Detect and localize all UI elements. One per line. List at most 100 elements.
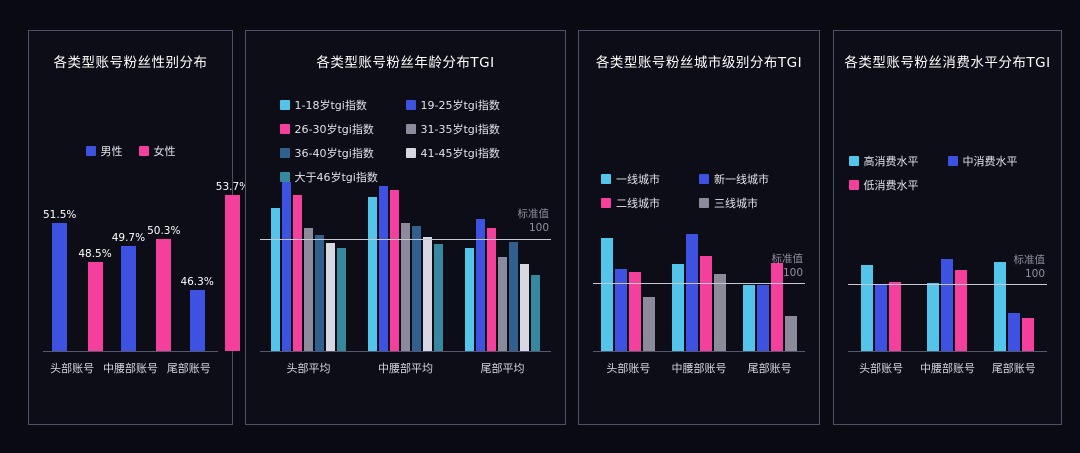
legend-swatch bbox=[699, 198, 709, 208]
legend-label: 三线城市 bbox=[714, 197, 758, 210]
legend-item[interactable]: 中消费水平 bbox=[947, 153, 1047, 169]
bar bbox=[700, 255, 712, 351]
legend-label: 新一线城市 bbox=[714, 173, 769, 186]
value-label: 51.5% bbox=[43, 209, 77, 222]
value-label: 50.3% bbox=[147, 224, 181, 237]
legend-item[interactable]: 男性 bbox=[85, 143, 123, 159]
bar bbox=[293, 194, 302, 351]
legend-item[interactable]: 36-40岁tgi指数 bbox=[279, 145, 406, 161]
bar bbox=[714, 273, 726, 351]
reference-line: 标准值 100 bbox=[260, 208, 551, 240]
bar-wrapper bbox=[423, 237, 432, 351]
bar bbox=[120, 246, 136, 351]
bar bbox=[601, 238, 614, 351]
bar bbox=[742, 285, 755, 351]
bar-wrapper bbox=[282, 181, 291, 351]
bar-wrapper: 51.5% bbox=[43, 209, 76, 351]
bar-wrapper bbox=[615, 269, 628, 351]
bar bbox=[434, 243, 443, 351]
bar-wrapper bbox=[509, 241, 518, 351]
legend-swatch bbox=[279, 100, 290, 110]
bar-wrapper bbox=[756, 285, 769, 351]
legend-swatch bbox=[405, 148, 416, 158]
legend-item[interactable]: 1-18岁tgi指数 bbox=[279, 97, 406, 113]
bar bbox=[875, 283, 888, 351]
bar-wrapper: 46.3% bbox=[180, 276, 214, 351]
legend-item[interactable]: 三线城市 bbox=[699, 195, 797, 211]
bar bbox=[520, 264, 529, 351]
bar bbox=[487, 228, 496, 351]
value-label: 49.7% bbox=[111, 232, 146, 245]
legend-label: 36-40岁tgi指数 bbox=[294, 147, 374, 160]
legend-item[interactable]: 二线城市 bbox=[601, 195, 699, 211]
bar-wrapper bbox=[770, 262, 783, 351]
legend-item[interactable]: 低消费水平 bbox=[848, 177, 948, 193]
bar-chart: 标准值 100 头部账号 中腰部账号 尾部账号 bbox=[848, 252, 1047, 376]
bar bbox=[861, 265, 874, 351]
legend-swatch bbox=[947, 156, 958, 166]
bar-wrapper bbox=[465, 248, 474, 351]
legend-label: 41-45岁tgi指数 bbox=[420, 147, 500, 160]
bar bbox=[770, 262, 783, 351]
bar bbox=[686, 233, 698, 351]
legend-item[interactable]: 31-35岁tgi指数 bbox=[405, 121, 532, 137]
bar-wrapper: 49.7% bbox=[112, 232, 145, 351]
reference-line-label: 标准值 100 bbox=[771, 252, 804, 279]
category-label: 尾部账号 bbox=[166, 362, 211, 375]
bar-wrapper bbox=[700, 255, 712, 351]
legend-label: 1-18岁tgi指数 bbox=[294, 99, 367, 112]
legend-item[interactable]: 女性 bbox=[138, 143, 176, 159]
category-label: 中腰部账号 bbox=[102, 362, 158, 375]
bar-wrapper bbox=[271, 208, 280, 351]
legend-swatch bbox=[699, 174, 709, 184]
bar-wrapper bbox=[1021, 318, 1034, 351]
legend-label: 女性 bbox=[153, 145, 176, 158]
bar-wrapper bbox=[672, 263, 684, 351]
bar-group bbox=[664, 233, 735, 351]
chart-panel-city-tier-tgi: 各类型账号粉丝城市级别分布TGI 一线城市 新一线城市 二线城市 三线城市 标准值 1… bbox=[578, 30, 820, 425]
bar-wrapper bbox=[498, 257, 507, 351]
legend-item[interactable]: 41-45岁tgi指数 bbox=[405, 145, 532, 161]
legend-item[interactable]: 一线城市 bbox=[601, 171, 699, 187]
legend-item[interactable]: 新一线城市 bbox=[699, 171, 797, 187]
bar bbox=[401, 222, 410, 351]
legend-swatch bbox=[138, 146, 149, 156]
bar-chart: 标准值 100 头部平均 中腰部平均 尾部平均 bbox=[260, 167, 551, 376]
legend-item[interactable]: 26-30岁tgi指数 bbox=[279, 121, 406, 137]
legend-item[interactable]: 高消费水平 bbox=[848, 153, 948, 169]
x-axis-labels: 头部账号 中腰部账号 尾部账号 bbox=[43, 360, 218, 376]
bar bbox=[993, 261, 1006, 351]
bar bbox=[315, 235, 324, 351]
bar-group: 49.7% 50.3% bbox=[112, 224, 181, 351]
value-label: 53.7% bbox=[215, 181, 250, 194]
bar-wrapper bbox=[293, 194, 302, 351]
bar-chart: 标准值 100 头部账号 中腰部账号 尾部账号 bbox=[593, 227, 805, 376]
chart-title: 各类型账号粉丝性别分布 bbox=[53, 55, 208, 71]
bar-group bbox=[593, 238, 664, 351]
legend-label: 中消费水平 bbox=[962, 155, 1018, 168]
legend: 高消费水平 中消费水平低消费水平 bbox=[848, 153, 1047, 193]
bar bbox=[282, 181, 291, 351]
bar bbox=[927, 283, 940, 351]
category-label: 尾部账号 bbox=[747, 362, 792, 375]
legend-label: 大于46岁tgi指数 bbox=[294, 171, 378, 184]
reference-line: 标准值 100 bbox=[593, 253, 805, 284]
legend-item[interactable]: 大于46岁tgi指数 bbox=[279, 169, 406, 185]
x-axis-labels: 头部账号 中腰部账号 尾部账号 bbox=[593, 360, 805, 376]
bar-wrapper bbox=[337, 248, 346, 351]
bar-wrapper bbox=[686, 233, 698, 351]
bar bbox=[784, 316, 797, 351]
category-label: 头部账号 bbox=[859, 362, 904, 375]
bar-wrapper bbox=[714, 273, 726, 351]
plot-area: 标准值 100 bbox=[593, 227, 805, 352]
legend-label: 一线城市 bbox=[616, 173, 660, 186]
plot-area: 51.5% 48.5% 49.7% 50.3% 46.3% 53.7% bbox=[43, 172, 249, 352]
bar-wrapper: 48.5% bbox=[78, 248, 112, 351]
legend-item[interactable]: 19-25岁tgi指数 bbox=[405, 97, 532, 113]
bar-wrapper bbox=[487, 228, 496, 351]
bar-wrapper bbox=[1007, 312, 1020, 351]
bar-wrapper bbox=[412, 226, 421, 351]
legend-swatch bbox=[848, 180, 859, 190]
bar-wrapper bbox=[889, 281, 902, 351]
